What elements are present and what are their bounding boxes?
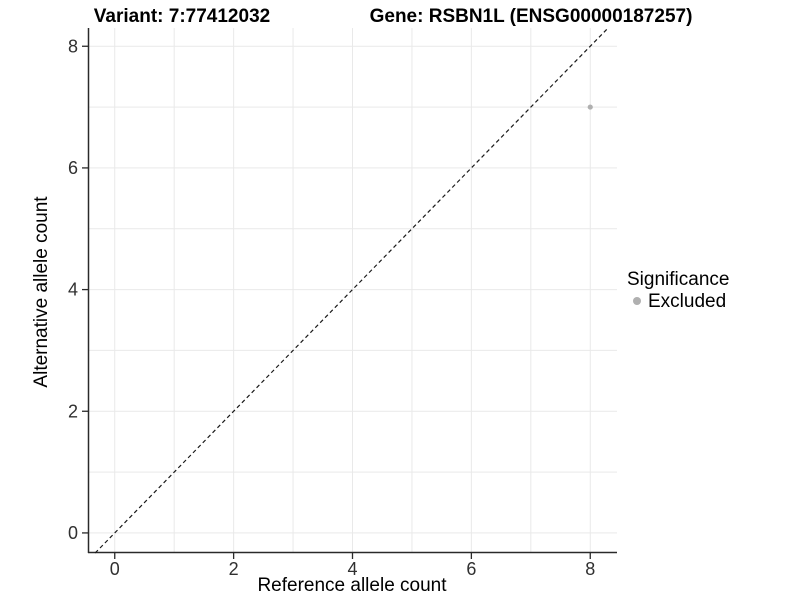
x-tick-label-2: 2 xyxy=(229,559,239,579)
identity-dashed-line xyxy=(94,27,609,554)
data-points xyxy=(587,104,593,110)
gridlines xyxy=(88,28,617,553)
y-tick-label-6: 6 xyxy=(68,158,78,178)
point-excluded-x8-y7 xyxy=(587,104,593,110)
y-tick-label-8: 8 xyxy=(68,36,78,56)
y-axis-title: Alternative allele count xyxy=(31,196,52,388)
legend-item-label: Excluded xyxy=(648,291,726,312)
y-tick-label-0: 0 xyxy=(68,523,78,543)
y-tick-label-4: 4 xyxy=(68,280,78,300)
y-tick-label-2: 2 xyxy=(68,401,78,421)
x-tick-label-6: 6 xyxy=(466,559,476,579)
axis-ticks: 0 2 4 6 8 0 2 4 6 8 xyxy=(68,36,595,579)
legend-title: Significance xyxy=(627,269,729,290)
legend-key-excluded-dot xyxy=(633,297,641,305)
x-tick-label-8: 8 xyxy=(585,559,595,579)
x-axis-title: Reference allele count xyxy=(257,575,447,596)
x-tick-label-0: 0 xyxy=(110,559,120,579)
variant-title: Variant: 7:77412032 xyxy=(94,6,270,27)
legend: Significance Excluded xyxy=(627,269,729,312)
gene-title: Gene: RSBN1L (ENSG00000187257) xyxy=(370,6,693,27)
x-tick-label-4: 4 xyxy=(347,559,357,579)
